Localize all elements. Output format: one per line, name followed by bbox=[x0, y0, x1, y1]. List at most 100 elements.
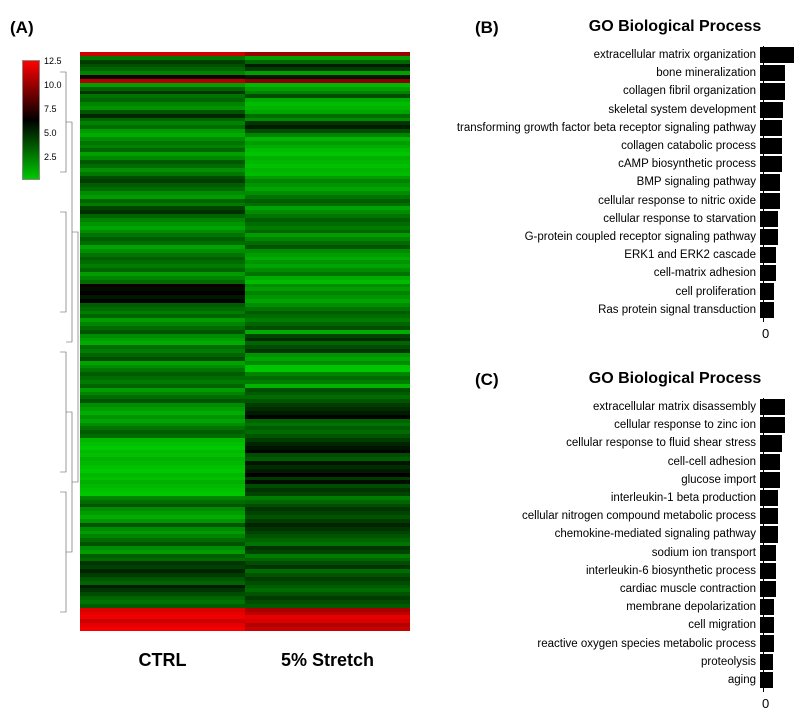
go-term-label: cell migration bbox=[450, 619, 760, 631]
go-bar bbox=[760, 472, 780, 488]
panel-c-title: GO Biological Process bbox=[540, 370, 800, 388]
go-term-label: cellular response to zinc ion bbox=[450, 419, 760, 431]
go-term-row: Ras protein signal transduction bbox=[450, 301, 800, 319]
go-term-label: Ras protein signal transduction bbox=[450, 304, 760, 316]
go-bar-cell bbox=[760, 398, 800, 416]
go-term-row: chemokine-mediated signaling pathway bbox=[450, 525, 800, 543]
go-term-label: BMP signaling pathway bbox=[450, 176, 760, 188]
go-term-row: reactive oxygen species metabolic proces… bbox=[450, 634, 800, 652]
go-bar-cell bbox=[760, 228, 800, 246]
go-term-label: aging bbox=[450, 674, 760, 686]
go-term-label: sodium ion transport bbox=[450, 547, 760, 559]
heatmap-cell bbox=[80, 627, 245, 631]
go-bar bbox=[760, 417, 785, 433]
go-term-label: cellular response to fluid shear stress bbox=[450, 437, 760, 449]
go-term-label: cell proliferation bbox=[450, 286, 760, 298]
go-term-label: interleukin-6 biosynthetic process bbox=[450, 565, 760, 577]
go-term-row: cellular nitrogen compound metabolic pro… bbox=[450, 507, 800, 525]
heatmap-column-stretch bbox=[245, 52, 410, 632]
go-bar bbox=[760, 599, 774, 615]
go-term-row: sodium ion transport bbox=[450, 544, 800, 562]
go-bar-cell bbox=[760, 301, 800, 319]
go-bar bbox=[760, 83, 785, 99]
panel-b-axis-zero: 0 bbox=[762, 326, 769, 341]
go-bar-cell bbox=[760, 282, 800, 300]
go-bar-cell bbox=[760, 246, 800, 264]
go-term-label: chemokine-mediated signaling pathway bbox=[450, 528, 760, 540]
go-term-label: collagen catabolic process bbox=[450, 140, 760, 152]
go-bar bbox=[760, 490, 778, 506]
go-bar bbox=[760, 672, 773, 688]
go-bar bbox=[760, 399, 785, 415]
go-bar-cell bbox=[760, 137, 800, 155]
go-bar-cell bbox=[760, 264, 800, 282]
go-term-row: cellular response to fluid shear stress bbox=[450, 434, 800, 452]
go-term-row: transforming growth factor beta receptor… bbox=[450, 119, 800, 137]
go-term-row: G-protein coupled receptor signaling pat… bbox=[450, 228, 800, 246]
go-bar-cell bbox=[760, 507, 800, 525]
go-bar bbox=[760, 211, 778, 227]
heatmap-column-ctrl bbox=[80, 52, 245, 632]
figure-root: (A) (B) (C) 12.510.07.55.02.5 CTRL 5% St… bbox=[0, 0, 800, 716]
go-bar-cell bbox=[760, 155, 800, 173]
go-term-label: cellular response to nitric oxide bbox=[450, 195, 760, 207]
go-bar-cell bbox=[760, 101, 800, 119]
go-bar bbox=[760, 508, 778, 524]
panel-c-axis-zero: 0 bbox=[762, 696, 769, 711]
go-term-row: cardiac muscle contraction bbox=[450, 580, 800, 598]
go-term-label: interleukin-1 beta production bbox=[450, 492, 760, 504]
go-bar-cell bbox=[760, 434, 800, 452]
go-bar-cell bbox=[760, 653, 800, 671]
go-term-label: skeletal system development bbox=[450, 104, 760, 116]
go-term-label: glucose import bbox=[450, 474, 760, 486]
go-bar-cell bbox=[760, 544, 800, 562]
go-term-row: cell-cell adhesion bbox=[450, 453, 800, 471]
panel-b-title: GO Biological Process bbox=[540, 18, 800, 36]
go-bar bbox=[760, 265, 776, 281]
condition-labels: CTRL 5% Stretch bbox=[80, 650, 410, 671]
panel-c-chart: extracellular matrix disassembly cellular… bbox=[450, 398, 800, 692]
go-term-row: cell-matrix adhesion bbox=[450, 264, 800, 282]
heatmap-cell bbox=[245, 627, 410, 631]
panel-a-label: (A) bbox=[10, 18, 34, 38]
go-bar bbox=[760, 454, 780, 470]
go-term-label: cAMP biosynthetic process bbox=[450, 158, 760, 170]
go-term-row: extracellular matrix disassembly bbox=[450, 398, 800, 416]
go-term-row: cell migration bbox=[450, 616, 800, 634]
go-term-label: bone mineralization bbox=[450, 67, 760, 79]
go-term-row: interleukin-6 biosynthetic process bbox=[450, 562, 800, 580]
go-bar-cell bbox=[760, 525, 800, 543]
go-bar-cell bbox=[760, 453, 800, 471]
go-bar-cell bbox=[760, 82, 800, 100]
go-bar bbox=[760, 581, 776, 597]
go-bar-cell bbox=[760, 119, 800, 137]
dendrogram bbox=[58, 52, 80, 632]
go-term-label: membrane depolarization bbox=[450, 601, 760, 613]
go-bar bbox=[760, 302, 774, 318]
condition-stretch: 5% Stretch bbox=[245, 650, 410, 671]
go-term-label: cell-matrix adhesion bbox=[450, 267, 760, 279]
go-bar bbox=[760, 193, 780, 209]
go-term-row: ERK1 and ERK2 cascade bbox=[450, 246, 800, 264]
go-bar-cell bbox=[760, 192, 800, 210]
condition-ctrl: CTRL bbox=[80, 650, 245, 671]
panel-b-label: (B) bbox=[475, 18, 499, 38]
go-term-label: cell-cell adhesion bbox=[450, 456, 760, 468]
go-bar bbox=[760, 526, 778, 542]
go-bar-cell bbox=[760, 562, 800, 580]
go-bar bbox=[760, 635, 774, 651]
go-bar-cell bbox=[760, 471, 800, 489]
go-term-label: G-protein coupled receptor signaling pat… bbox=[450, 231, 760, 243]
go-bar bbox=[760, 617, 774, 633]
go-term-label: extracellular matrix disassembly bbox=[450, 401, 760, 413]
go-term-label: proteolysis bbox=[450, 656, 760, 668]
go-bar-cell bbox=[760, 46, 800, 64]
go-term-row: membrane depolarization bbox=[450, 598, 800, 616]
go-term-row: collagen fibril organization bbox=[450, 82, 800, 100]
go-term-label: cardiac muscle contraction bbox=[450, 583, 760, 595]
go-bar bbox=[760, 65, 785, 81]
go-bar-cell bbox=[760, 580, 800, 598]
go-term-row: glucose import bbox=[450, 471, 800, 489]
go-term-row: cellular response to starvation bbox=[450, 210, 800, 228]
go-term-row: aging bbox=[450, 671, 800, 689]
